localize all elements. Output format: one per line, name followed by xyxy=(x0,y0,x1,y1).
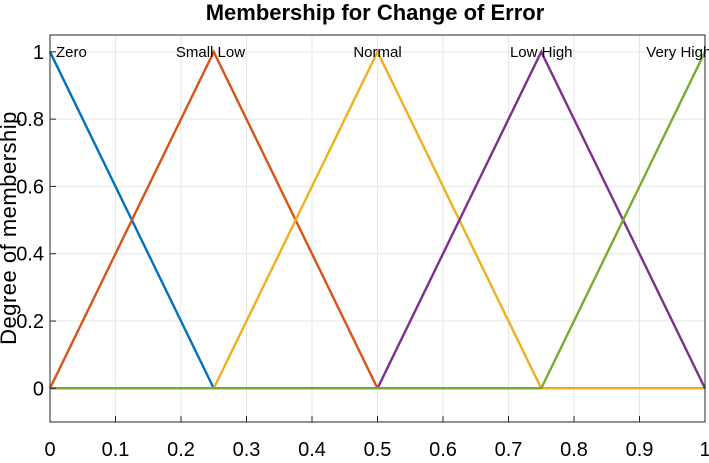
x-tick-label: 0.1 xyxy=(102,439,130,461)
label-zero: Zero xyxy=(56,44,87,61)
x-tick-label: 0.8 xyxy=(560,439,588,461)
y-tick-label: 1 xyxy=(33,42,44,64)
x-tick-label: 0.2 xyxy=(167,439,195,461)
grid-lines xyxy=(49,35,706,422)
y-tick-label: 0 xyxy=(33,378,44,400)
x-tick-label: 0 xyxy=(44,439,55,461)
y-axis-ticks: 0 0.2 0.4 0.6 0.8 1 xyxy=(16,42,56,400)
y-tick-label: 0.2 xyxy=(16,311,44,333)
x-axis-ticks: 0 0.1 0.2 0.3 0.4 0.5 0.6 0.7 0.8 0.9 1 xyxy=(44,416,709,461)
y-tick-label: 0.4 xyxy=(16,244,44,266)
x-tick-label: 0.6 xyxy=(429,439,457,461)
label-low-high: Low High xyxy=(510,44,573,61)
x-tick-label: 0.9 xyxy=(626,439,654,461)
x-tick-label: 0.3 xyxy=(233,439,261,461)
y-axis-label: Degree of membership xyxy=(0,111,21,345)
y-tick-label: 0.6 xyxy=(16,176,44,198)
label-normal: Normal xyxy=(353,44,401,61)
x-tick-label: 1 xyxy=(699,439,709,461)
label-small-low: Small Low xyxy=(176,44,245,61)
x-tick-label: 0.4 xyxy=(298,439,326,461)
membership-curves xyxy=(48,49,707,390)
x-tick-label: 0.7 xyxy=(495,439,523,461)
x-tick-label: 0.5 xyxy=(364,439,392,461)
y-tick-label: 0.8 xyxy=(16,109,44,131)
series-very-high xyxy=(50,51,707,390)
membership-function-labels: Zero Small Low Normal Low High Very High xyxy=(56,44,709,61)
chart-title: Membership for Change of Error xyxy=(206,0,545,25)
label-very-high: Very High xyxy=(646,44,709,61)
